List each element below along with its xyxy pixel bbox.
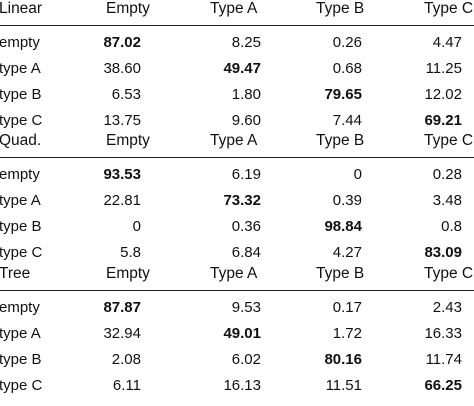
row-label: empty [0, 166, 40, 183]
table-cell: 4.47 [432, 34, 462, 51]
row-label: type C [0, 377, 43, 394]
row-label: type A [0, 192, 41, 209]
table-cell: 6.19 [231, 166, 261, 183]
row-label: type C [0, 244, 43, 261]
table-cell: 1.72 [332, 325, 362, 342]
table-cell: 0 [132, 218, 141, 235]
method-label: Quad. [0, 132, 42, 149]
table-cell: 87.02 [103, 34, 141, 51]
table-cell: 38.60 [103, 60, 141, 77]
section-header-row: Linear Empty Type A Type B Type C [0, 0, 474, 22]
column-header-type-c: Type C [424, 0, 474, 17]
table-cell: 6.53 [111, 86, 141, 103]
table-cell: 11.25 [425, 60, 462, 77]
table-row: empty 87.87 9.53 0.17 2.43 [0, 295, 474, 321]
table-cell: 22.81 [103, 192, 141, 209]
table-cell: 80.16 [324, 351, 362, 368]
table-cell: 13.75 [103, 112, 141, 129]
table-cell: 8.25 [231, 34, 261, 51]
table-cell: 9.53 [231, 299, 261, 316]
table-cell: 0.17 [332, 299, 362, 316]
table-cell: 3.48 [432, 192, 462, 209]
table-cell: 73.32 [223, 192, 261, 209]
table-cell: 4.27 [332, 244, 362, 261]
table-cell: 6.11 [112, 377, 141, 394]
column-header-type-a: Type A [210, 0, 258, 17]
column-header-type-b: Type B [316, 265, 365, 282]
row-label: empty [0, 299, 40, 316]
table-cell: 0.26 [332, 34, 362, 51]
table-cell: 7.44 [332, 112, 362, 129]
section-header-row: Quad. Empty Type A Type B Type C [0, 128, 474, 154]
row-label: type A [0, 60, 41, 77]
table-cell: 1.80 [231, 86, 261, 103]
table-row: type C 13.75 9.60 7.44 69.21 [0, 108, 474, 134]
table-cell: 12.02 [424, 86, 462, 103]
table-cell: 0.8 [441, 218, 462, 235]
column-header-empty: Empty [106, 265, 150, 282]
table-cell: 32.94 [103, 325, 141, 342]
table-cell: 2.08 [111, 351, 141, 368]
table-cell: 11.51 [325, 377, 362, 394]
header-divider [0, 25, 474, 26]
table-cell: 16.33 [424, 325, 462, 342]
method-label: Linear [0, 0, 43, 17]
table-cell: 66.25 [424, 377, 462, 394]
column-header-type-b: Type B [316, 132, 365, 149]
table-cell: 87.87 [103, 299, 141, 316]
table-cell: 6.84 [231, 244, 261, 261]
row-label: type C [0, 112, 43, 129]
table-row: type B 0 0.36 98.84 0.8 [0, 214, 474, 240]
section-header-row: Tree Empty Type A Type B Type C [0, 261, 474, 287]
column-header-type-c: Type C [424, 265, 474, 282]
table-cell: 0 [353, 166, 362, 183]
table-cell: 16.13 [223, 377, 261, 394]
table-cell: 49.47 [223, 60, 261, 77]
row-label: empty [0, 34, 40, 51]
table-cell: 6.02 [231, 351, 261, 368]
table-row: type B 6.53 1.80 79.65 12.02 [0, 82, 474, 108]
column-header-type-b: Type B [316, 0, 365, 17]
header-divider [0, 290, 474, 291]
table-cell: 11.74 [425, 351, 462, 368]
column-header-type-a: Type A [210, 132, 258, 149]
table-cell: 5.8 [120, 244, 141, 261]
row-label: type B [0, 351, 42, 368]
table-row: type B 2.08 6.02 80.16 11.74 [0, 347, 474, 373]
table-row: type C 5.8 6.84 4.27 83.09 [0, 240, 474, 266]
table-cell: 98.84 [324, 218, 362, 235]
table-row: empty 93.53 6.19 0 0.28 [0, 162, 474, 188]
table-cell: 0.39 [332, 192, 362, 209]
table-cell: 69.21 [424, 112, 462, 129]
table-cell: 0.36 [231, 218, 261, 235]
table-row: type A 22.81 73.32 0.39 3.48 [0, 188, 474, 214]
table-row: type C 6.11 16.13 11.51 66.25 [0, 373, 474, 399]
table-cell: 83.09 [424, 244, 462, 261]
column-header-empty: Empty [106, 0, 150, 17]
table-cell: 0.28 [432, 166, 462, 183]
table-row: type A 32.94 49.01 1.72 16.33 [0, 321, 474, 347]
column-header-type-a: Type A [210, 265, 258, 282]
method-label: Tree [0, 265, 31, 282]
row-label: type A [0, 325, 41, 342]
header-divider [0, 157, 474, 158]
table-cell: 0.68 [332, 60, 362, 77]
table-cell: 2.43 [432, 299, 462, 316]
row-label: type B [0, 218, 42, 235]
table-cell: 79.65 [324, 86, 362, 103]
table-cell: 49.01 [223, 325, 261, 342]
column-header-empty: Empty [106, 132, 150, 149]
row-label: type B [0, 86, 42, 103]
table-row: type A 38.60 49.47 0.68 11.25 [0, 56, 474, 82]
table-cell: 93.53 [103, 166, 141, 183]
table-row: empty 87.02 8.25 0.26 4.47 [0, 30, 474, 56]
column-header-type-c: Type C [424, 132, 474, 149]
table-cell: 9.60 [231, 112, 261, 129]
